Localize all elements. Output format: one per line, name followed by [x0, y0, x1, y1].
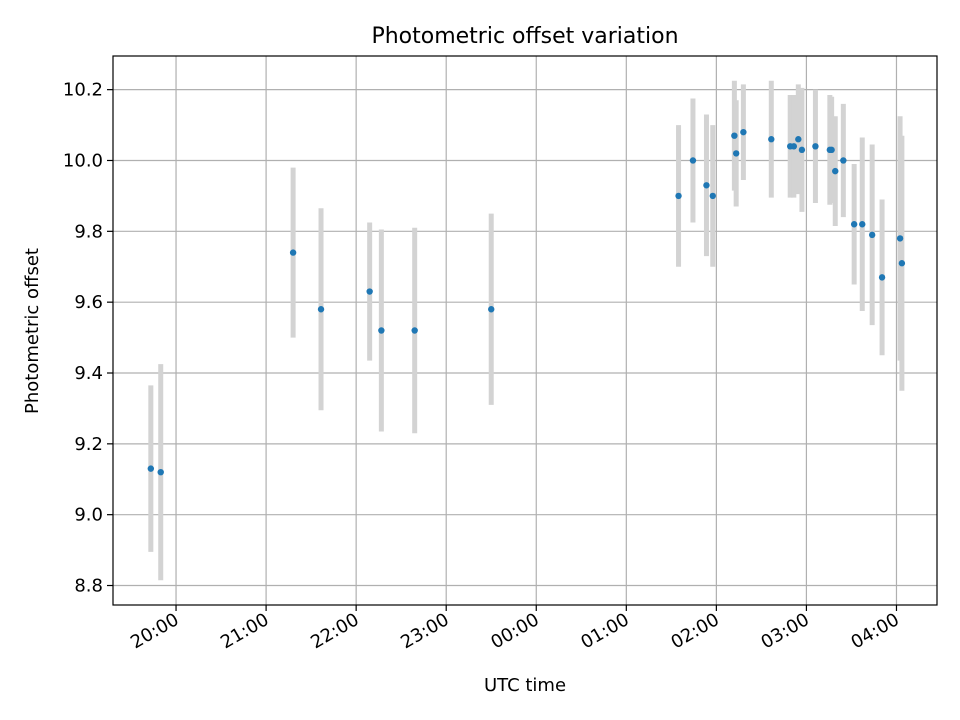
data-point [795, 136, 802, 143]
y-tick-label: 9.6 [74, 292, 103, 313]
y-axis-ticks: 8.8 9.0 9.2 9.4 9.6 9.8 10.0 10.2 [63, 80, 113, 597]
y-tick-label: 10.0 [63, 150, 103, 171]
data-point [689, 157, 697, 164]
y-tick-label: 9.4 [74, 363, 103, 384]
data-point [732, 150, 740, 157]
x-axis-label: UTC time [484, 675, 566, 696]
data-point [868, 231, 876, 239]
data-point [709, 192, 716, 200]
y-tick-label: 8.8 [74, 576, 103, 597]
data-point [289, 249, 297, 256]
data-point [703, 182, 710, 189]
data-point [898, 260, 906, 267]
data-point [731, 132, 738, 139]
data-point [850, 221, 858, 228]
data-point [896, 235, 904, 242]
data-point [317, 306, 325, 313]
data-point [675, 192, 682, 200]
data-point [859, 221, 866, 228]
data-point [411, 327, 418, 334]
data-point [768, 136, 775, 143]
data-point [488, 306, 495, 313]
data-point [832, 167, 839, 175]
data-point [812, 143, 819, 150]
data-points [147, 128, 906, 476]
data-point [840, 157, 847, 164]
data-point [157, 468, 164, 476]
data-point [828, 146, 835, 154]
data-point [378, 327, 385, 334]
chart-title: Photometric offset variation [371, 24, 678, 49]
data-point [147, 465, 155, 472]
data-point [798, 146, 806, 154]
y-tick-label: 9.8 [74, 221, 103, 242]
data-point [790, 143, 798, 150]
y-tick-label: 9.0 [74, 505, 103, 526]
data-point [878, 274, 886, 281]
plot-area-frame [112, 55, 938, 606]
data-point [366, 288, 373, 295]
data-point [740, 128, 747, 136]
y-axis-label: Photometric offset [22, 248, 43, 414]
y-tick-label: 9.2 [74, 434, 103, 455]
grid [113, 56, 937, 605]
y-tick-label: 10.2 [63, 80, 103, 101]
